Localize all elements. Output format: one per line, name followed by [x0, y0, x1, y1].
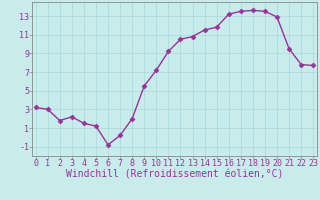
X-axis label: Windchill (Refroidissement éolien,°C): Windchill (Refroidissement éolien,°C): [66, 169, 283, 179]
